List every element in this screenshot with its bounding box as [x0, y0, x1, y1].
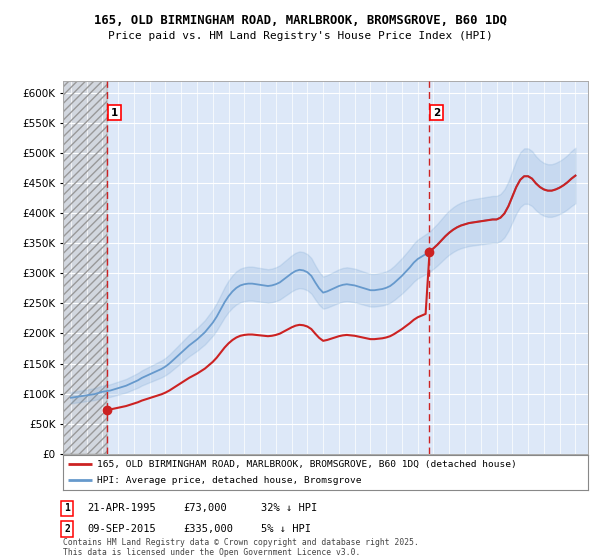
Text: 165, OLD BIRMINGHAM ROAD, MARLBROOK, BROMSGROVE, B60 1DQ: 165, OLD BIRMINGHAM ROAD, MARLBROOK, BRO… [94, 14, 506, 27]
Text: 5% ↓ HPI: 5% ↓ HPI [261, 524, 311, 534]
Text: HPI: Average price, detached house, Bromsgrove: HPI: Average price, detached house, Brom… [97, 476, 362, 485]
Text: 21-APR-1995: 21-APR-1995 [87, 503, 156, 514]
Text: £73,000: £73,000 [183, 503, 227, 514]
Bar [63, 81, 107, 454]
Text: Contains HM Land Registry data © Crown copyright and database right 2025.
This d: Contains HM Land Registry data © Crown c… [63, 538, 419, 557]
Text: 32% ↓ HPI: 32% ↓ HPI [261, 503, 317, 514]
Text: £335,000: £335,000 [183, 524, 233, 534]
Text: 2: 2 [64, 524, 70, 534]
Bar [63, 81, 107, 454]
Text: 09-SEP-2015: 09-SEP-2015 [87, 524, 156, 534]
Text: 1: 1 [111, 108, 118, 118]
Text: 1: 1 [64, 503, 70, 514]
Text: 2: 2 [433, 108, 440, 118]
Text: Price paid vs. HM Land Registry's House Price Index (HPI): Price paid vs. HM Land Registry's House … [107, 31, 493, 41]
Text: 165, OLD BIRMINGHAM ROAD, MARLBROOK, BROMSGROVE, B60 1DQ (detached house): 165, OLD BIRMINGHAM ROAD, MARLBROOK, BRO… [97, 460, 517, 469]
